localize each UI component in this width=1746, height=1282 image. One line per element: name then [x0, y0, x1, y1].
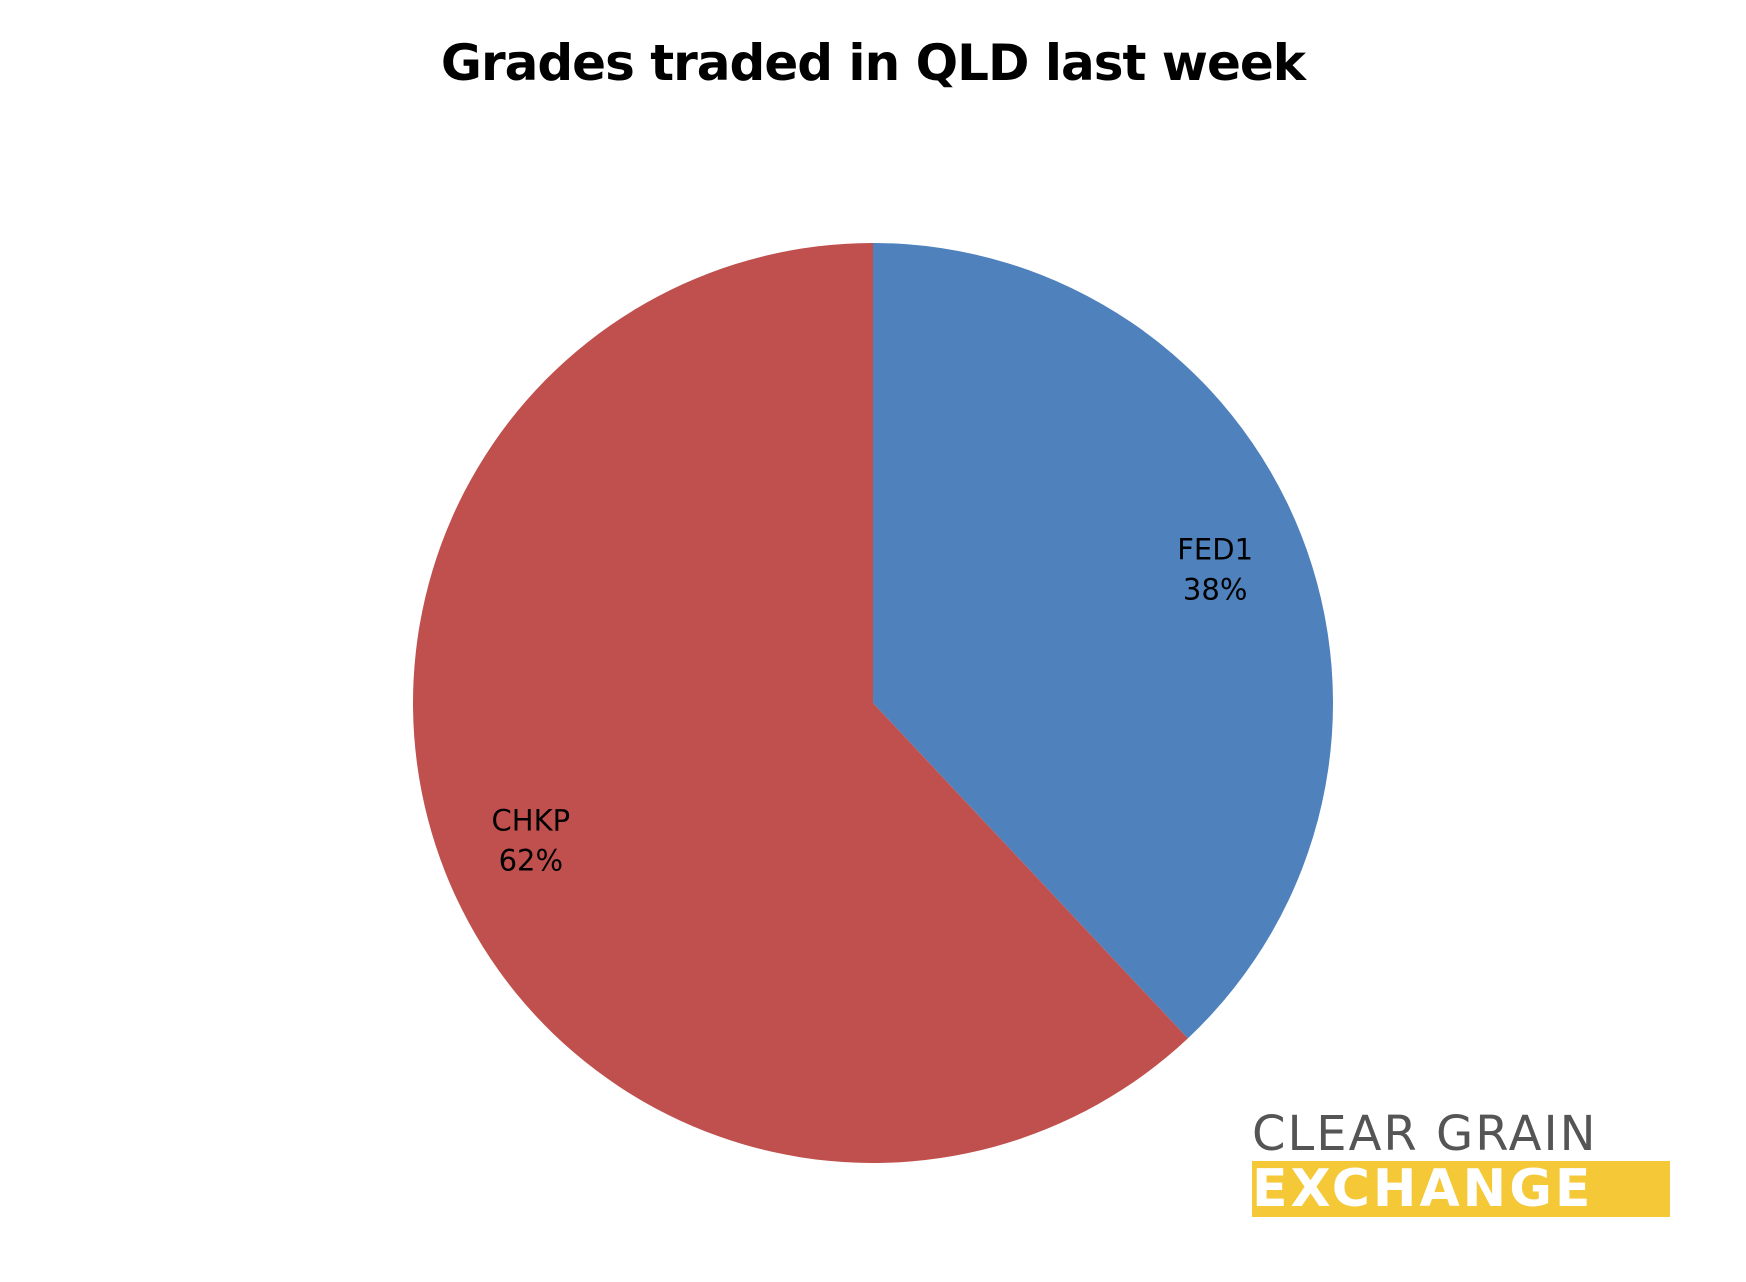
clear-grain-exchange-logo: CLEAR GRAIN EXCHANGE	[1252, 1106, 1670, 1219]
slice-percent-chkp: 62%	[499, 843, 563, 877]
logo-text-line2: EXCHANGE	[1252, 1159, 1594, 1219]
slice-percent-fed1: 38%	[1183, 573, 1247, 607]
pie-slice-chkp	[412, 243, 1188, 1163]
slice-label-chkp: CHKP	[492, 803, 571, 837]
logo-text-line1: CLEAR GRAIN	[1252, 1106, 1598, 1162]
logo-band	[1252, 1161, 1670, 1217]
pie-slices	[412, 243, 1333, 1163]
chart-title: Grades traded in QLD last week	[440, 34, 1306, 92]
pie-labels: FED1 38% CHKP 62%	[492, 533, 1253, 878]
slice-label-fed1: FED1	[1177, 533, 1253, 567]
pie-slice-fed1	[873, 243, 1333, 1039]
